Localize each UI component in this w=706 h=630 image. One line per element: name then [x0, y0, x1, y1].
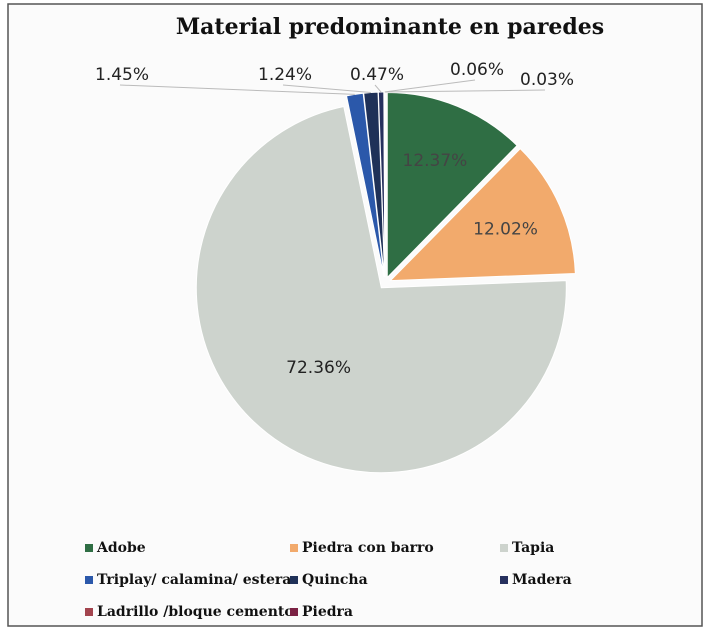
legend-label: Adobe: [96, 540, 146, 556]
legend-swatch: [85, 544, 93, 552]
leader-line: [282, 84, 371, 94]
legend-swatch: [290, 608, 298, 616]
legend-label: Tapia: [512, 540, 554, 556]
data-label: 1.24%: [258, 65, 312, 85]
legend-swatch: [290, 544, 298, 552]
legend-swatch: [85, 576, 93, 584]
data-label: 12.37%: [403, 151, 468, 171]
data-label: 12.02%: [473, 220, 538, 240]
data-label: 1.45%: [95, 65, 149, 85]
legend-label: Madera: [512, 572, 572, 588]
legend-swatch: [290, 576, 298, 584]
leader-line: [119, 84, 355, 95]
legend-swatch: [85, 608, 93, 616]
chart-title: Material predominante en paredes: [176, 14, 604, 40]
leader-line: [384, 89, 546, 93]
legend-label: Triplay/ calamina/ estera: [97, 572, 291, 588]
leader-line: [374, 84, 382, 93]
pie-slice: [386, 91, 518, 279]
legend-swatch: [500, 544, 508, 552]
data-label: 72.36%: [286, 358, 351, 378]
data-label: 0.06%: [450, 60, 504, 80]
pie-slice: [195, 105, 567, 474]
legend-label: Piedra: [302, 604, 353, 620]
legend-label: Ladrillo /bloque cemento: [97, 604, 294, 620]
data-label: 0.03%: [520, 70, 574, 90]
pie-slice: [389, 147, 576, 282]
legend-label: Quincha: [302, 572, 368, 588]
legend-label: Piedra con barro: [302, 540, 434, 556]
leader-line: [384, 79, 476, 93]
data-label: 0.47%: [350, 65, 404, 85]
legend-swatch: [500, 576, 508, 584]
